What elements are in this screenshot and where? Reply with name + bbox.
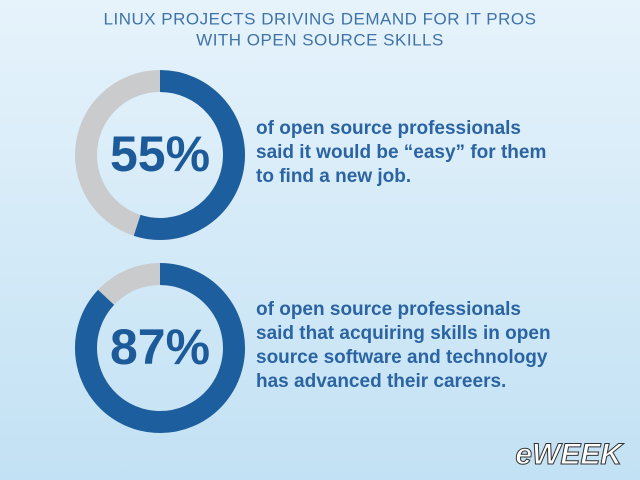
caption-line: has advanced their careers. xyxy=(256,371,506,392)
caption-line: source software and technology xyxy=(256,347,548,368)
donut-arc xyxy=(75,263,245,433)
caption-line: said that acquiring skills in open xyxy=(256,323,551,344)
title-line: WITH OPEN SOURCE SKILLS xyxy=(196,30,444,49)
caption-line: said it would be “easy” for them xyxy=(256,142,546,163)
percent-label: 55% xyxy=(110,126,210,182)
title-line: LINUX PROJECTS DRIVING DEMAND FOR IT PRO… xyxy=(104,9,537,28)
caption-line: of open source professionals xyxy=(256,118,521,139)
percent-label: 87% xyxy=(110,319,210,375)
logo: eWEEK xyxy=(515,438,624,471)
donut-arc xyxy=(133,70,245,240)
caption-line: of open source professionals xyxy=(256,299,521,320)
caption-line: to find a new job. xyxy=(256,166,411,187)
